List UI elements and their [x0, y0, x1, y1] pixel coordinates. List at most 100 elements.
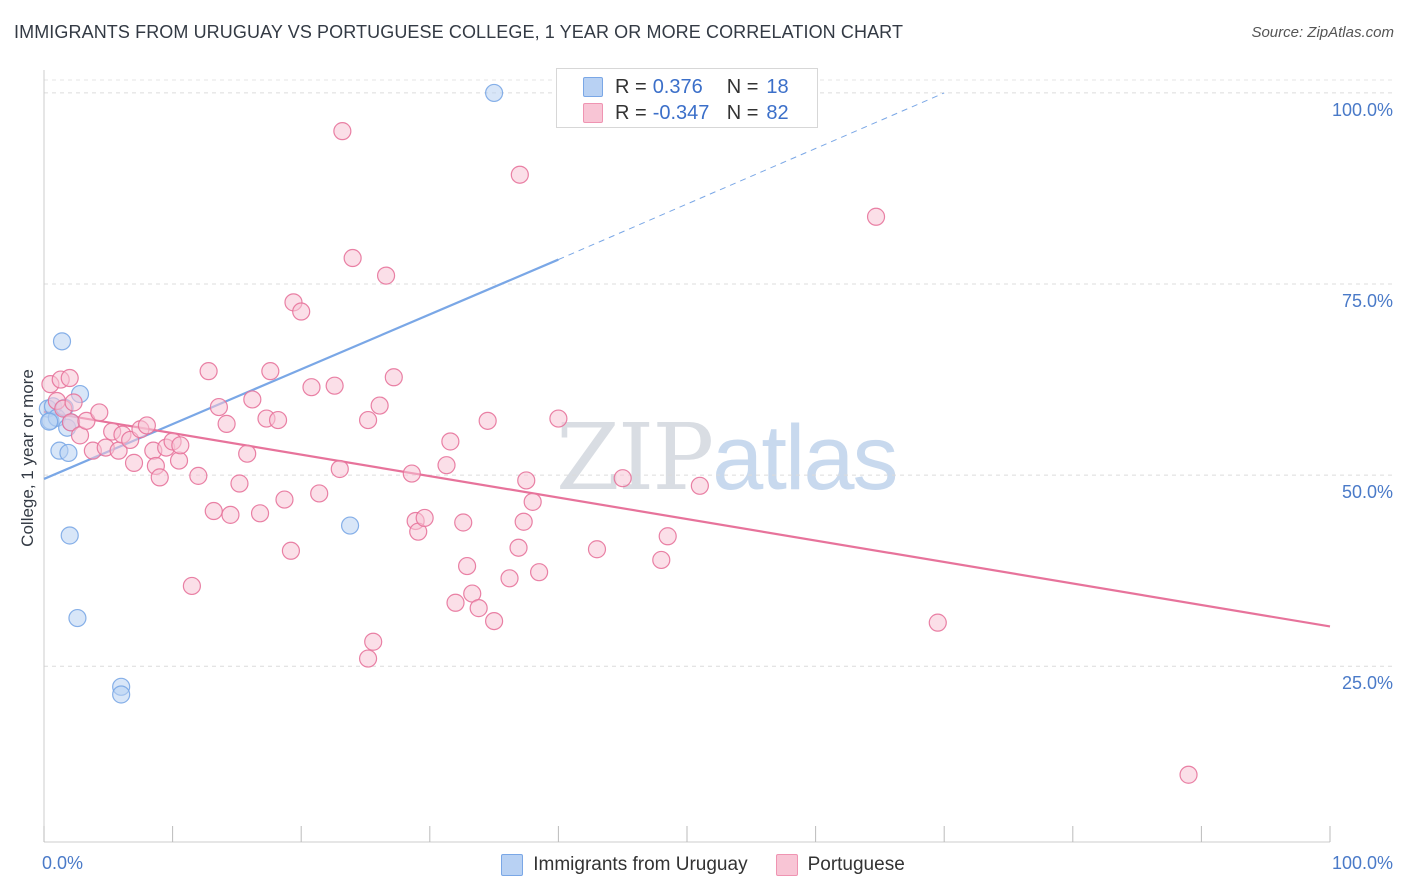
point-portuguese [1179, 765, 1198, 784]
point-portuguese [330, 459, 349, 479]
point-portuguese [928, 613, 947, 632]
point-portuguese [415, 508, 434, 528]
y-tick-label: 75.0% [1342, 291, 1393, 311]
point-uruguay [68, 608, 87, 628]
y-tick-label: 100.0% [1332, 100, 1393, 120]
point-portuguese [221, 505, 240, 524]
correlation-legend: R = 0.376 N = 18 R = -0.347 N = 82 [556, 68, 818, 128]
point-portuguese [500, 569, 519, 588]
legend-n-label: N = [726, 101, 759, 124]
point-portuguese [370, 396, 389, 415]
point-portuguese [402, 464, 421, 483]
point-portuguese [658, 527, 677, 546]
point-portuguese [690, 476, 709, 495]
point-portuguese [292, 302, 311, 321]
point-portuguese [189, 466, 208, 485]
tick-labels: 25.0% 50.0% 75.0% 100.0% 0.0% 100.0% [42, 100, 1393, 873]
legend-r-value: 0.376 [652, 75, 703, 98]
point-portuguese [281, 541, 301, 560]
point-portuguese [446, 593, 465, 612]
point-portuguese [124, 453, 144, 472]
trend-line-uruguay-extension [558, 92, 945, 261]
legend-n-value: 82 [766, 101, 789, 124]
point-uruguay [52, 332, 72, 351]
y-tick-label: 50.0% [1342, 482, 1393, 502]
trend-lines [43, 92, 1331, 628]
point-portuguese [587, 540, 607, 559]
series-label-portuguese: Portuguese [807, 854, 905, 875]
source-label: Source: ZipAtlas.com [1251, 24, 1394, 41]
grid-lines [44, 79, 1392, 667]
legend-r-value: -0.347 [652, 101, 710, 124]
point-portuguese [169, 451, 189, 470]
point-portuguese [302, 378, 321, 397]
point-portuguese [171, 436, 190, 455]
point-portuguese [60, 368, 79, 388]
legend-row-uruguay: R = 0.376 N = 18 [583, 74, 789, 100]
point-portuguese [530, 563, 549, 582]
point-portuguese [457, 556, 477, 576]
x-tick-label-min: 0.0% [42, 853, 83, 873]
point-portuguese [509, 538, 528, 557]
point-portuguese [866, 207, 886, 226]
point-portuguese [275, 490, 294, 509]
legend-swatch-portuguese [583, 103, 603, 123]
point-portuguese [364, 632, 383, 651]
data-points [38, 83, 1198, 784]
point-portuguese [250, 504, 270, 523]
point-portuguese [613, 469, 632, 488]
legend-r-label: R = [615, 75, 647, 98]
point-portuguese [652, 550, 671, 570]
point-portuguese [268, 410, 288, 430]
point-portuguese [358, 649, 378, 668]
legend-n-value: 18 [766, 75, 789, 98]
point-portuguese [510, 165, 529, 184]
point-portuguese [441, 432, 460, 451]
series-legend-item-portuguese[interactable]: Portuguese [775, 854, 905, 876]
point-portuguese [437, 456, 456, 475]
series-swatch-uruguay [501, 854, 524, 876]
point-portuguese [310, 484, 329, 503]
point-uruguay [40, 412, 59, 431]
series-legend-item-uruguay[interactable]: Immigrants from Uruguay [501, 854, 748, 876]
chart-title: IMMIGRANTS FROM URUGUAY VS PORTUGUESE CO… [14, 22, 904, 42]
point-portuguese [469, 599, 488, 618]
point-portuguese [238, 444, 257, 463]
point-portuguese [204, 501, 223, 521]
point-portuguese [230, 474, 249, 493]
point-portuguese [549, 409, 568, 428]
point-portuguese [182, 576, 201, 596]
point-portuguese [243, 390, 262, 409]
series-legend: Immigrants from Uruguay Portuguese [0, 852, 1406, 878]
point-portuguese [384, 368, 403, 387]
point-portuguese [376, 266, 396, 285]
point-portuguese [485, 612, 504, 631]
point-portuguese [523, 492, 542, 511]
point-portuguese [325, 376, 344, 395]
y-tick-label: 25.0% [1342, 673, 1393, 693]
point-uruguay [340, 516, 360, 535]
point-portuguese [478, 411, 497, 430]
point-uruguay [485, 83, 504, 103]
point-portuguese [209, 397, 228, 417]
point-uruguay [60, 526, 79, 545]
trend-line-portuguese [43, 410, 1331, 628]
point-portuguese [64, 393, 83, 412]
point-portuguese [514, 512, 533, 531]
point-uruguay [59, 443, 78, 463]
x-tick-label-max: 100.0% [1332, 853, 1393, 873]
point-portuguese [77, 411, 96, 430]
point-uruguay [112, 685, 131, 704]
legend-row-portuguese: R = -0.347 N = 82 [583, 100, 789, 126]
point-portuguese [217, 414, 236, 433]
point-portuguese [90, 403, 109, 422]
point-portuguese [261, 362, 280, 381]
point-portuguese [137, 416, 156, 435]
axes [43, 70, 1331, 843]
point-portuguese [358, 410, 378, 430]
legend-r-label: R = [615, 101, 647, 124]
point-portuguese [343, 248, 362, 268]
point-portuguese [333, 122, 352, 141]
point-portuguese [517, 471, 536, 490]
